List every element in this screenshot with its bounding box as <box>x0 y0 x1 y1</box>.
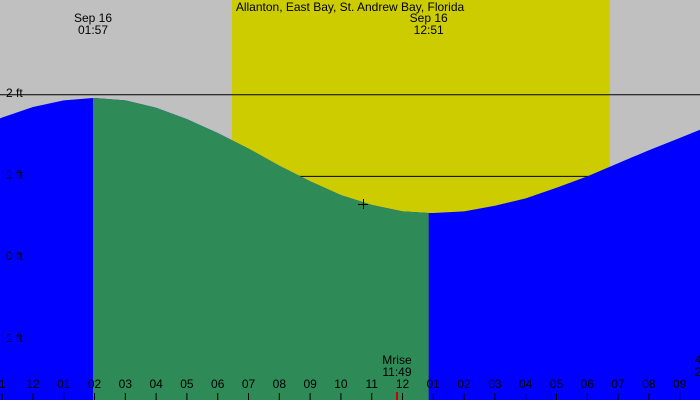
x-tick-label: 10 <box>334 377 348 391</box>
x-tick-label: 07 <box>611 377 625 391</box>
x-tick-label: 06 <box>211 377 225 391</box>
event-label: 01:57 <box>78 23 108 37</box>
x-tick-label: 08 <box>273 377 287 391</box>
event-label: Sep 16 <box>410 11 448 25</box>
x-tick-label: 12 <box>26 377 40 391</box>
y-tick-label: 2 ft <box>6 86 23 100</box>
x-tick-label: 05 <box>180 377 194 391</box>
y-tick-label: 1 ft <box>6 167 23 181</box>
x-tick-label: 09 <box>673 377 687 391</box>
x-tick-label: 07 <box>242 377 256 391</box>
chart-title: Allanton, East Bay, St. Andrew Bay, Flor… <box>236 0 465 14</box>
x-tick-label: 05 <box>550 377 564 391</box>
x-tick-label: 02 <box>88 377 102 391</box>
x-tick-label: 02 <box>457 377 471 391</box>
x-tick-label: 04 <box>519 377 533 391</box>
x-tick-label: 08 <box>642 377 656 391</box>
cursor-cross <box>358 199 368 209</box>
event-label: Mrise <box>382 353 412 367</box>
x-tick-label: 01 <box>57 377 71 391</box>
x-tick-label: 11 <box>365 377 378 391</box>
x-tick-label: 03 <box>488 377 502 391</box>
y-tick-label: 1 ft <box>6 331 23 345</box>
event-label: 11:49 <box>382 365 411 379</box>
event-label: 4 <box>695 353 700 367</box>
falling-tide-area <box>93 97 429 400</box>
x-tick-label: 06 <box>581 377 595 391</box>
x-tick-label: 12 <box>396 377 410 391</box>
x-tick-label: 01 <box>427 377 441 391</box>
x-tick-label: 09 <box>303 377 317 391</box>
x-tick-label: 04 <box>149 377 163 391</box>
event-label: 2 <box>695 365 700 379</box>
event-label: Sep 16 <box>74 11 112 25</box>
event-label: 12:51 <box>414 23 444 37</box>
y-tick-label: 0 ft <box>6 249 23 263</box>
x-tick-label: 03 <box>119 377 133 391</box>
area-layer <box>0 97 700 400</box>
x-tick-label: 1 <box>0 377 6 391</box>
